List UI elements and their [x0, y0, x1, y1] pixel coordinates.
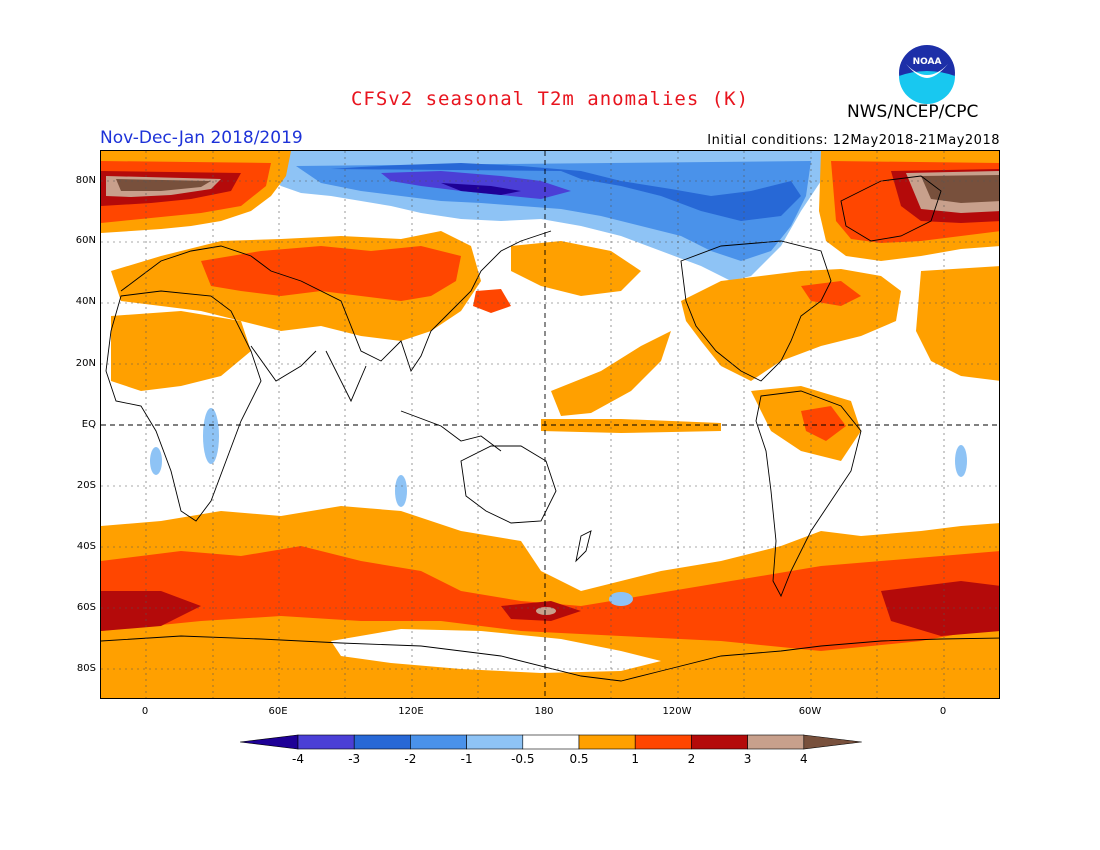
colorbar-label: -3: [348, 752, 361, 766]
colorbar-label: 1: [631, 752, 639, 766]
southern-ocean-warm3-east: [881, 581, 999, 636]
colorbar-label: 4: [799, 752, 808, 766]
lat-label: 40S: [76, 541, 96, 552]
lon-label: 60W: [798, 706, 822, 717]
colorbar: [240, 734, 862, 750]
lat-label: 80S: [76, 663, 96, 674]
lat-label: EQ: [81, 419, 96, 430]
arctic-cool5-region: [441, 183, 521, 195]
lon-label: 60E: [268, 706, 288, 717]
initial-conditions: Initial conditions: 12May2018-21May2018: [707, 133, 1000, 148]
lat-label: 20N: [75, 358, 96, 369]
southern-ocean-warm2: [101, 546, 999, 651]
greenland-warm5: [921, 175, 999, 203]
s-pacific-cool-patch: [609, 592, 633, 606]
agency-label: NWS/NCEP/CPC: [847, 102, 979, 122]
pacific-nw-warm: [511, 241, 641, 296]
colorbar-segment: [297, 734, 355, 750]
lon-label: 120E: [398, 706, 424, 717]
n-atlantic-warm2: [801, 281, 861, 306]
antarctica-neutral: [331, 629, 661, 673]
pacific-nw-warm2: [473, 289, 511, 313]
arctic-cool4-region: [381, 171, 571, 199]
lon-label: 180: [534, 706, 554, 717]
atlantic-east-warm: [916, 266, 999, 381]
map-svg: [101, 151, 999, 698]
enso-warm: [541, 419, 721, 433]
colorbar-segment: [240, 734, 299, 750]
coastlines: [101, 175, 999, 682]
colorbar-segment: [353, 734, 411, 750]
anomaly-map: [100, 150, 1000, 699]
colorbar-label: 2: [687, 752, 696, 766]
lon-label: 0: [939, 706, 947, 717]
nw-europe-warm5: [116, 179, 211, 191]
colorbar-label: -0.5: [511, 752, 535, 766]
s-atlantic-cool-patch: [955, 445, 967, 477]
colorbar-label: 3: [743, 752, 752, 766]
sw-atlantic-cool-patch: [150, 447, 162, 475]
forecast-period: Nov-Dec-Jan 2018/2019: [100, 128, 303, 148]
africa-cool-patch: [203, 408, 219, 464]
lat-label: 80N: [75, 175, 96, 186]
colorbar-segment: [410, 734, 467, 750]
southern-ocean-warm3-west: [101, 591, 201, 631]
lon-label: 120W: [662, 706, 692, 717]
colorbar-segment: [522, 734, 580, 750]
lat-label: 60S: [76, 602, 96, 613]
south-america-warm2: [801, 406, 846, 441]
colorbar-segment: [747, 734, 805, 750]
colorbar-label: -4: [292, 752, 304, 766]
colorbar-label: 0.5: [569, 752, 589, 766]
lat-label: 40N: [75, 296, 96, 307]
logo-text: NOAA: [913, 57, 942, 67]
colorbar-segment: [691, 734, 748, 750]
colorbar-segment: [634, 734, 692, 750]
eurasia-warm2: [201, 246, 461, 301]
colorbar-segment: [466, 734, 524, 750]
equator-dateline: [101, 151, 999, 698]
arctic-cool3-region: [331, 163, 801, 221]
lat-label: 20S: [76, 480, 96, 491]
colorbar-label: -2: [404, 752, 417, 766]
colorbar-segment: [578, 734, 636, 750]
grid-lines: [101, 151, 999, 698]
lon-label: 0: [141, 706, 149, 717]
lat-label: 60N: [75, 235, 96, 246]
southern-ocean-warm4-spot: [536, 607, 556, 615]
chart-title: CFSv2 seasonal T2m anomalies (K): [350, 88, 750, 110]
colorbar-label: -1: [460, 752, 473, 766]
indian-cool-patch: [395, 475, 407, 507]
noaa-logo: NOAA: [897, 43, 957, 104]
colorbar-segment: [803, 734, 862, 750]
